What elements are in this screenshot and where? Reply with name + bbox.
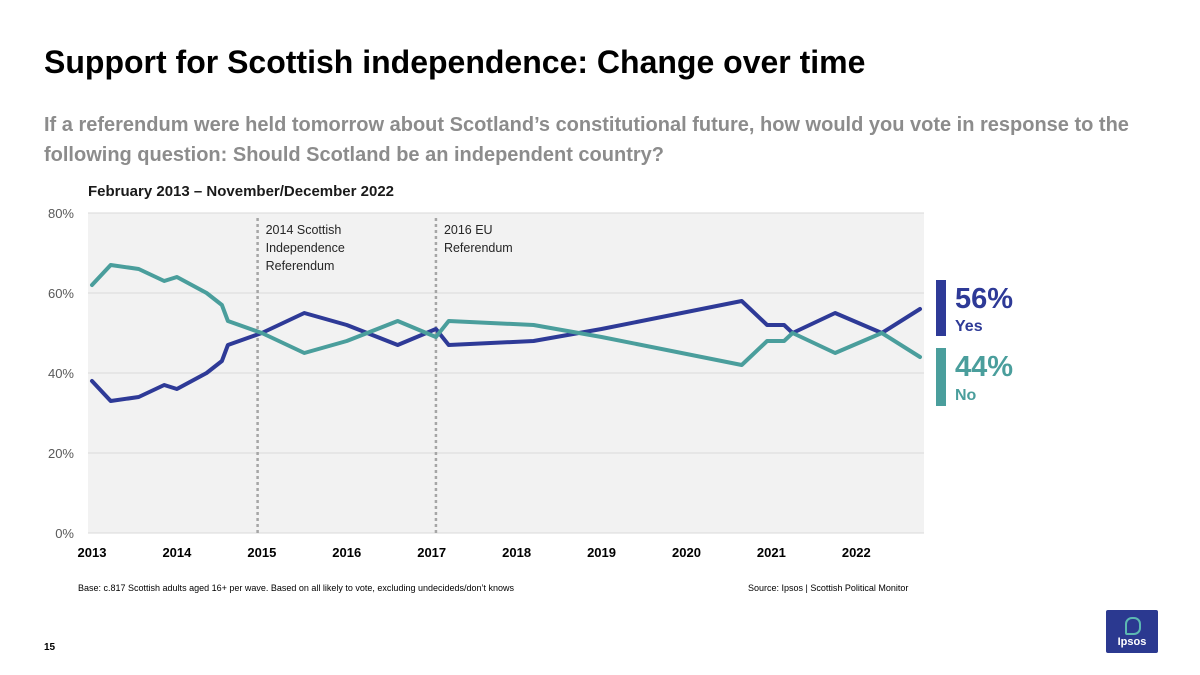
ipsos-logo: Ipsos xyxy=(1106,610,1158,653)
y-tick-label: 40% xyxy=(48,366,74,381)
event-annotation-label: Independence xyxy=(266,241,345,255)
x-tick-label: 2021 xyxy=(757,545,786,560)
x-tick-label: 2018 xyxy=(502,545,531,560)
annotations: 2014 Scottish Independence Referendum 2016 … xyxy=(256,218,513,533)
series xyxy=(90,263,922,403)
chart-title: Support for Scottish independence: Chang… xyxy=(44,44,866,80)
event-annotation-label: 2014 Scottish xyxy=(266,223,342,237)
x-tick-label: 2019 xyxy=(587,545,616,560)
series-line-yes xyxy=(90,299,922,403)
series-line-no xyxy=(90,263,922,367)
x-tick-label: 2013 xyxy=(78,545,107,560)
logo-text: Ipsos xyxy=(1117,636,1147,648)
axes: 0% 20% 40% 60% 80% 2013 2014 2015 2016 2017 2018 20… xyxy=(48,206,871,560)
x-tick-label: 2015 xyxy=(247,545,276,560)
no-legend-bar xyxy=(936,348,946,406)
chart-subtitle: If a referendum were held tomorrow about… xyxy=(44,114,1129,166)
x-tick-label: 2016 xyxy=(332,545,361,560)
x-tick-label: 2022 xyxy=(842,545,871,560)
event-annotation-label: Referendum xyxy=(266,259,335,273)
y-tick-label: 80% xyxy=(48,206,74,221)
base-note: Base: c.817 Scottish adults aged 16+ per… xyxy=(78,583,515,593)
yes-label: Yes xyxy=(955,318,983,335)
logo-mark-icon xyxy=(1125,617,1141,635)
y-tick-label: 20% xyxy=(48,446,74,461)
x-tick-label: 2014 xyxy=(162,545,192,560)
x-tick-label: 2017 xyxy=(417,545,446,560)
event-annotation-label: Referendum xyxy=(444,241,513,255)
y-tick-label: 60% xyxy=(48,286,74,301)
yes-value: 56% xyxy=(955,283,1014,315)
period-label: February 2013 – November/December 2022 xyxy=(88,183,395,200)
page-number: 15 xyxy=(44,642,56,653)
source-note: Source: Ipsos | Scottish Political Monit… xyxy=(748,583,909,593)
yes-legend-bar xyxy=(936,280,946,336)
no-label: No xyxy=(955,387,977,404)
event-annotation-label: 2016 EU xyxy=(444,223,493,237)
x-tick-label: 2020 xyxy=(672,545,701,560)
y-tick-label: 0% xyxy=(55,526,74,541)
no-value: 44% xyxy=(955,351,1014,383)
gridlines xyxy=(88,212,924,534)
